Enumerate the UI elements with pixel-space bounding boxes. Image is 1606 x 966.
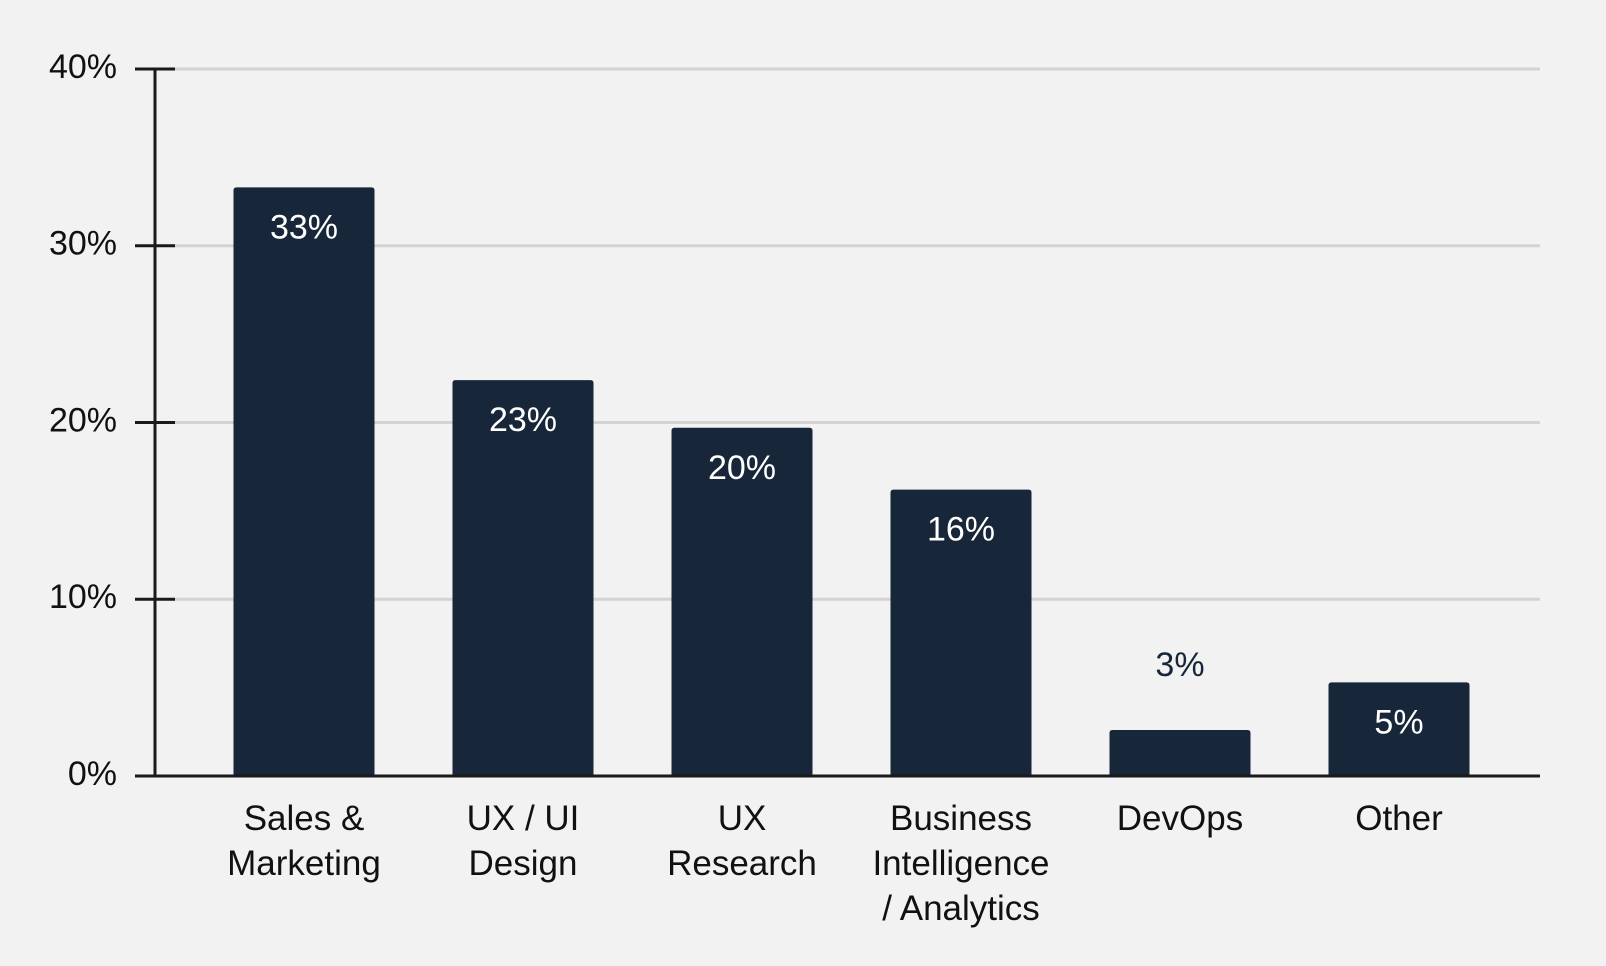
bar [452, 380, 594, 776]
x-tick-label: DevOps [1117, 799, 1243, 838]
data-label: 3% [1155, 646, 1204, 684]
x-tick-label-line: UX [718, 799, 767, 838]
x-tick-label: Other [1355, 799, 1443, 838]
bar [890, 489, 1032, 776]
x-tick-label-line: Design [469, 844, 578, 883]
data-label: 20% [708, 449, 776, 487]
x-axis-ticks: Sales & Marketing UX / UI Design UX Research B… [227, 799, 1443, 928]
gridlines [173, 67, 1540, 601]
x-tick-label-line: Intelligence [872, 844, 1049, 883]
bar [1109, 730, 1251, 776]
data-label: 5% [1374, 703, 1423, 741]
bar [671, 427, 813, 776]
data-label: 23% [489, 401, 557, 439]
bar [1328, 682, 1470, 776]
y-tick-label: 40% [49, 48, 117, 86]
y-axis-ticks: 0% 10% 20% 30% 40% [49, 48, 175, 793]
x-tick-label-line: Research [667, 844, 817, 883]
data-label: 16% [927, 511, 995, 549]
x-tick-label: UX Research [667, 799, 817, 883]
x-tick-label-line: Other [1355, 799, 1443, 838]
y-tick-label: 30% [49, 225, 117, 263]
x-tick-label-line: Sales & [244, 799, 365, 838]
y-tick-label: 10% [49, 578, 117, 616]
bars [233, 187, 1470, 777]
x-tick-label-line: / Analytics [882, 889, 1040, 928]
y-tick-label: 0% [68, 755, 117, 793]
x-tick-label-line: Marketing [227, 844, 381, 883]
x-tick-label: Sales & Marketing [227, 799, 381, 883]
data-label: 33% [270, 208, 338, 246]
y-tick-label: 20% [49, 401, 117, 439]
x-tick-label: UX / UI Design [467, 799, 580, 883]
x-tick-label-line: Business [890, 799, 1032, 838]
x-tick-label-line: UX / UI [467, 799, 580, 838]
x-tick-label: Business Intelligence / Analytics [872, 799, 1049, 928]
bar [233, 187, 375, 777]
data-labels: 33% 23% 20% 16% 3% 5% [270, 208, 1424, 741]
x-tick-label-line: DevOps [1117, 799, 1243, 838]
